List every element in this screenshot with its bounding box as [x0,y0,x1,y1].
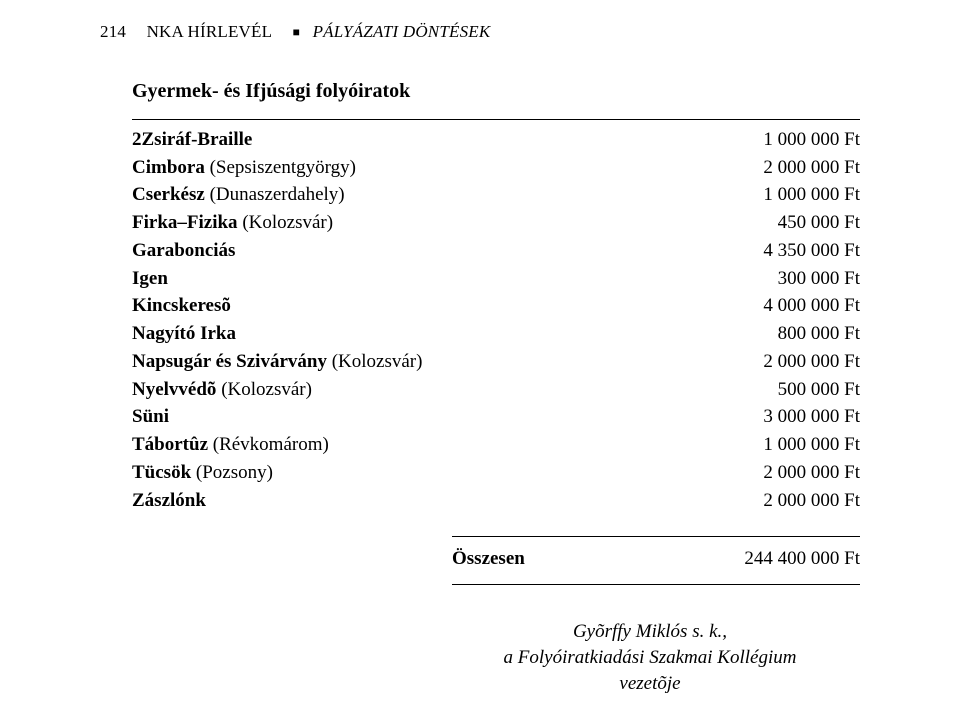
row-name: Cserkész (Dunaszerdahely) [132,181,345,209]
row-amount: 3 000 000 Ft [763,403,860,431]
row-amount: 2 000 000 Ft [763,459,860,487]
row-name: Kincskeresõ [132,292,231,320]
section-title: Gyermek- és Ifjúsági folyóiratok [132,80,870,103]
table-row: Tábortûz (Révkomárom) 1 000 000 Ft [132,431,860,459]
page: 214 NKA HÍRLEVÉL ■ PÁLYÁZATI DÖNTÉSEK Gy… [0,0,960,714]
table-row: Igen 300 000 Ft [132,265,860,293]
signature-line-3: vezetõje [440,671,860,697]
row-amount: 2 000 000 Ft [763,348,860,376]
row-name: Süni [132,403,169,431]
table-row: Cserkész (Dunaszerdahely) 1 000 000 Ft [132,181,860,209]
row-name: Zászlónk [132,487,206,515]
table-row: Tücsök (Pozsony) 2 000 000 Ft [132,459,860,487]
rule-summary-top [452,536,860,537]
page-number: 214 [100,22,126,42]
signature-line-1: Gyõrffy Miklós s. k., [440,619,860,645]
header-source: NKA HÍRLEVÉL [147,22,273,42]
table-row: Nagyító Irka 800 000 Ft [132,320,860,348]
table-row: Cimbora (Sepsiszentgyörgy) 2 000 000 Ft [132,154,860,182]
row-name: Tücsök (Pozsony) [132,459,273,487]
row-name: Garabonciás [132,237,235,265]
row-amount: 800 000 Ft [778,320,860,348]
row-name: Cimbora (Sepsiszentgyörgy) [132,154,356,182]
table-row: Garabonciás 4 350 000 Ft [132,237,860,265]
row-name: Napsugár és Szivárvány (Kolozsvár) [132,348,422,376]
row-amount: 2 000 000 Ft [763,154,860,182]
row-name: Firka–Fizika (Kolozsvár) [132,209,333,237]
table-row: Kincskeresõ 4 000 000 Ft [132,292,860,320]
signature-block: Gyõrffy Miklós s. k., a Folyóiratkiadási… [440,619,860,698]
running-header: 214 NKA HÍRLEVÉL ■ PÁLYÁZATI DÖNTÉSEK [100,22,870,42]
header-separator-icon: ■ [293,25,300,40]
row-amount: 1 000 000 Ft [763,126,860,154]
row-name: Igen [132,265,168,293]
row-name: Nagyító Irka [132,320,236,348]
table-row: Nyelvvédõ (Kolozsvár) 500 000 Ft [132,376,860,404]
row-name: 2Zsiráf-Braille [132,126,252,154]
table-row: Firka–Fizika (Kolozsvár) 450 000 Ft [132,209,860,237]
summary-label: Összesen [452,545,525,574]
table-row: 2Zsiráf-Braille 1 000 000 Ft [132,126,860,154]
row-amount: 1 000 000 Ft [763,431,860,459]
table-row: Napsugár és Szivárvány (Kolozsvár) 2 000… [132,348,860,376]
row-name: Nyelvvédõ (Kolozsvár) [132,376,312,404]
row-amount: 450 000 Ft [778,209,860,237]
grant-table: 2Zsiráf-Braille 1 000 000 Ft Cimbora (Se… [132,119,860,585]
rule-top [132,119,860,120]
row-name: Tábortûz (Révkomárom) [132,431,329,459]
row-amount: 4 000 000 Ft [763,292,860,320]
table-row: Süni 3 000 000 Ft [132,403,860,431]
row-amount: 500 000 Ft [778,376,860,404]
row-amount: 2 000 000 Ft [763,487,860,515]
row-amount: 4 350 000 Ft [763,237,860,265]
row-amount: 1 000 000 Ft [763,181,860,209]
summary-row: Összesen 244 400 000 Ft [452,545,860,574]
signature-line-2: a Folyóiratkiadási Szakmai Kollégium [440,645,860,671]
row-amount: 300 000 Ft [778,265,860,293]
rule-summary-bottom [452,584,860,585]
header-section: PÁLYÁZATI DÖNTÉSEK [313,22,491,41]
summary-amount: 244 400 000 Ft [744,545,860,574]
table-row: Zászlónk 2 000 000 Ft [132,487,860,515]
